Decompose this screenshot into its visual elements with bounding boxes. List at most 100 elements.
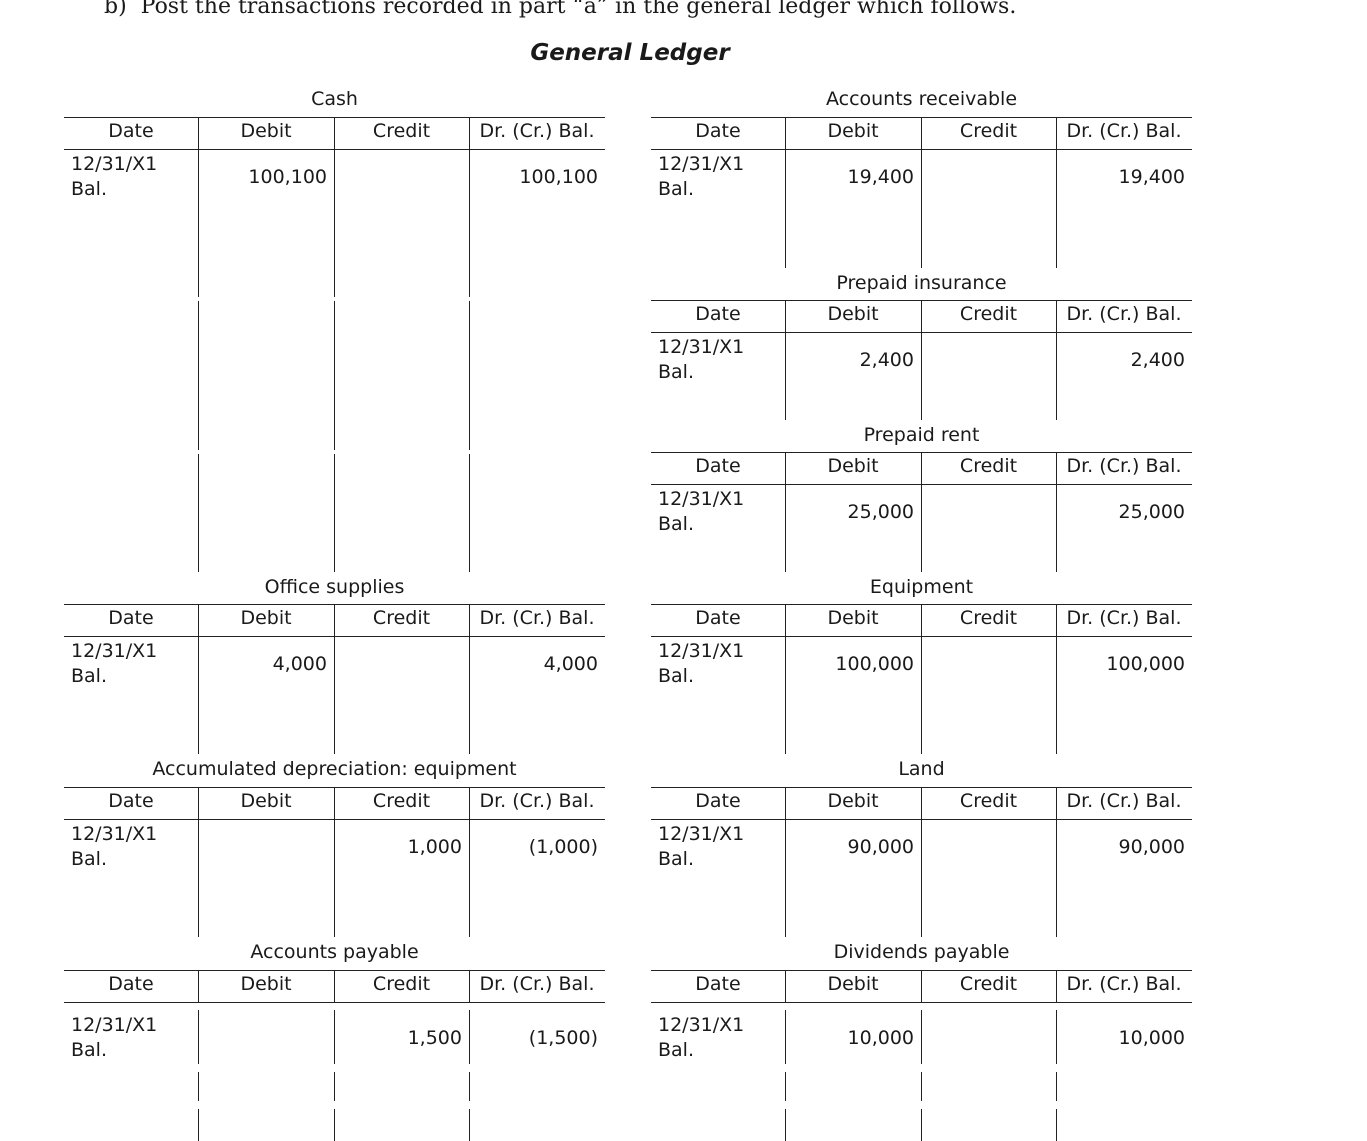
column-header-debit: Debit (827, 607, 879, 629)
column-header-debit: Debit (827, 120, 879, 142)
column-header-credit: Credit (959, 303, 1018, 325)
entry-balance: 2,400 (1130, 349, 1185, 371)
account-title: Accumulated depreciation: equipment (152, 758, 517, 780)
instruction-text: b) Post the transactions recorded in par… (104, 0, 1017, 19)
column-divider (785, 604, 786, 754)
column-divider (469, 1109, 470, 1141)
column-divider (469, 787, 470, 937)
entry-label: Bal. (71, 665, 107, 687)
entry-balance: 19,400 (1118, 166, 1185, 188)
entry-label: Bal. (71, 848, 107, 870)
column-divider (1056, 452, 1057, 572)
column-header-date: Date (108, 973, 154, 995)
column-header-debit: Debit (240, 607, 292, 629)
entry-debit: 10,000 (847, 1027, 914, 1049)
entry-debit: 19,400 (847, 166, 914, 188)
entry-balance: 90,000 (1118, 836, 1185, 858)
account-title: Prepaid rent (863, 424, 980, 446)
column-divider (334, 604, 335, 754)
page-title: General Ledger (530, 40, 730, 66)
entry-balance: 100,000 (1106, 653, 1185, 675)
account-accumulated-depreciation-equipment: Accumulated depreciation: equipment Date D… (64, 758, 605, 937)
column-header-credit: Credit (959, 120, 1018, 142)
column-header-date: Date (695, 120, 741, 142)
column-header-debit: Debit (827, 455, 879, 477)
entry-label: Bal. (71, 1039, 107, 1061)
entry-debit: 25,000 (847, 501, 914, 523)
entry-debit: 4,000 (272, 653, 327, 675)
account-title: Prepaid insurance (836, 272, 1007, 294)
column-divider (334, 301, 335, 450)
entry-date: 12/31/X1 (658, 336, 745, 358)
entry-date: 12/31/X1 (658, 640, 745, 662)
column-header-credit: Credit (372, 790, 431, 812)
entry-date: 12/31/X1 (71, 823, 158, 845)
column-divider (1056, 1010, 1057, 1064)
column-divider (785, 1109, 786, 1141)
header-bottom-rule (651, 1002, 1192, 1003)
account-prepaid-rent: Prepaid rent Date Debit Credit Dr. (Cr.) Bal… (651, 424, 1192, 572)
column-header-credit: Credit (372, 607, 431, 629)
column-divider (469, 117, 470, 297)
column-header-date: Date (108, 120, 154, 142)
entry-date: 12/31/X1 (658, 823, 745, 845)
entry-date: 12/31/X1 (71, 153, 158, 175)
entry-date: 12/31/X1 (71, 1014, 158, 1036)
column-divider (785, 452, 786, 572)
account-accounts-receivable: Accounts receivable Date Debit Credit Dr. (C… (651, 88, 1192, 268)
column-header-dr-cr-bal: Dr. (Cr.) Bal. (1066, 303, 1182, 325)
column-header-credit: Credit (372, 120, 431, 142)
entry-balance: 4,000 (543, 653, 598, 675)
column-header-dr-cr-bal: Dr. (Cr.) Bal. (1066, 455, 1182, 477)
entry-debit: 90,000 (847, 836, 914, 858)
column-divider (785, 1072, 786, 1101)
account-title: Dividends payable (833, 941, 1010, 963)
entry-credit: 1,000 (407, 836, 462, 858)
column-divider (1056, 604, 1057, 754)
entry-balance: 100,100 (519, 166, 598, 188)
account-title: Equipment (869, 576, 974, 598)
account-equipment: Equipment Date Debit Credit Dr. (Cr.) Bal. 12… (651, 576, 1192, 754)
entry-label: Bal. (658, 848, 694, 870)
column-header-debit: Debit (827, 973, 879, 995)
column-divider (785, 787, 786, 937)
account-cash: Cash Date Debit Credit Dr. (Cr.) Bal. 12/31/X… (64, 88, 605, 572)
column-divider (921, 1072, 922, 1101)
column-divider (785, 300, 786, 420)
account-office-supplies: Office supplies Date Debit Credit Dr. (Cr.) … (64, 576, 605, 754)
entry-credit: 1,500 (407, 1027, 462, 1049)
column-divider (921, 1010, 922, 1064)
column-header-dr-cr-bal: Dr. (Cr.) Bal. (1066, 790, 1182, 812)
column-header-dr-cr-bal: Dr. (Cr.) Bal. (479, 790, 595, 812)
column-header-date: Date (695, 303, 741, 325)
account-accounts-payable: Accounts payable Date Debit Credit Dr. (Cr.)… (64, 941, 605, 1141)
account-title: Land (898, 758, 945, 780)
entry-date: 12/31/X1 (71, 640, 158, 662)
entry-label: Bal. (71, 178, 107, 200)
column-divider (469, 301, 470, 450)
column-divider (334, 1109, 335, 1141)
column-header-date: Date (695, 973, 741, 995)
column-divider (198, 117, 199, 297)
column-header-credit: Credit (959, 790, 1018, 812)
entry-debit: 2,400 (859, 349, 914, 371)
entry-balance: (1,500) (528, 1027, 598, 1049)
entry-balance: 25,000 (1118, 501, 1185, 523)
header-bottom-rule (64, 1002, 605, 1003)
column-header-dr-cr-bal: Dr. (Cr.) Bal. (1066, 973, 1182, 995)
column-header-date: Date (695, 607, 741, 629)
entry-date: 12/31/X1 (658, 488, 745, 510)
column-divider (198, 1072, 199, 1101)
column-header-dr-cr-bal: Dr. (Cr.) Bal. (479, 973, 595, 995)
column-divider (1056, 117, 1057, 268)
column-header-debit: Debit (240, 120, 292, 142)
column-divider (469, 970, 470, 1002)
column-divider (921, 970, 922, 1002)
column-header-date: Date (108, 607, 154, 629)
column-divider (334, 970, 335, 1002)
entry-label: Bal. (658, 361, 694, 383)
column-header-credit: Credit (959, 455, 1018, 477)
account-prepaid-insurance: Prepaid insurance Date Debit Credit Dr. (Cr.… (651, 272, 1192, 420)
column-divider (198, 454, 199, 572)
column-divider (1056, 1109, 1057, 1141)
